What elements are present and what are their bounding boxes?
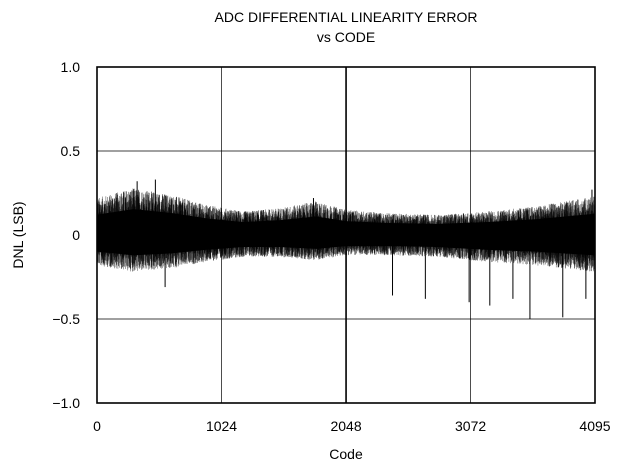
x-tick-label: 2048 <box>330 418 361 434</box>
y-axis-label: DNL (LSB) <box>10 201 26 268</box>
y-tick-labels: 1.0 0.5 0 −0.5 −1.0 <box>52 59 80 411</box>
chart-title-line1: ADC DIFFERENTIAL LINEARITY ERROR <box>215 9 478 25</box>
y-tick-label: 1.0 <box>61 59 81 75</box>
x-axis-label: Code <box>329 446 363 462</box>
chart-title-line2: vs CODE <box>317 29 375 45</box>
y-tick-label: 0 <box>72 227 80 243</box>
y-tick-label: −1.0 <box>52 395 80 411</box>
x-tick-label: 1024 <box>206 418 237 434</box>
x-tick-labels: 0 1024 2048 3072 4095 <box>93 418 611 434</box>
x-tick-label: 4095 <box>579 418 610 434</box>
y-tick-label: 0.5 <box>61 143 81 159</box>
plot-frame <box>96 66 596 404</box>
x-tick-label: 0 <box>93 418 101 434</box>
x-tick-label: 3072 <box>455 418 486 434</box>
data-series <box>96 179 596 319</box>
y-tick-label: −0.5 <box>52 311 80 327</box>
